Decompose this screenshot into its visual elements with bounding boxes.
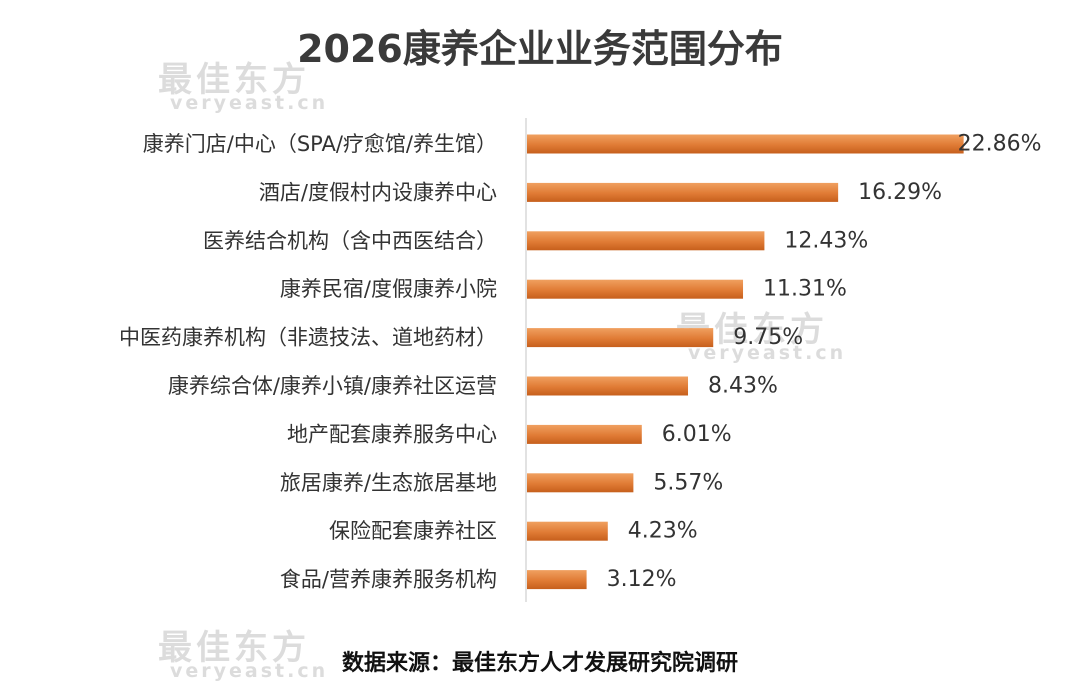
bar (527, 134, 964, 154)
bar (527, 328, 714, 348)
value-label: 6.01% (662, 422, 732, 447)
category-label: 地产配套康养服务中心 (287, 422, 497, 446)
watermark-logo-top: 最佳东方 (158, 60, 310, 100)
bar (527, 521, 608, 541)
data-source-note: 数据来源：最佳东方人才发展研究院调研 (342, 650, 738, 676)
category-label: 康养综合体/康养小镇/康养社区运营 (168, 374, 497, 398)
value-label: 12.43% (784, 228, 868, 253)
bar (527, 279, 744, 299)
category-label: 食品/营养康养服务机构 (280, 568, 497, 592)
watermark-url-middle: veryeast.cn (688, 342, 847, 364)
bar (527, 473, 634, 493)
value-label: 22.86% (958, 132, 1042, 157)
bar (527, 231, 765, 251)
watermark-url-top: veryeast.cn (170, 92, 329, 114)
bar (527, 182, 839, 202)
chart-title: 2026康养企业业务范围分布 (297, 27, 783, 71)
bar (527, 376, 689, 396)
value-label: 3.12% (607, 567, 677, 592)
category-label: 康养民宿/度假康养小院 (280, 277, 497, 301)
category-label: 中医药康养机构（非遗技法、道地药材） (119, 326, 497, 350)
bars-layer: 康养门店/中心（SPA/疗愈馆/养生馆） 22.86% 酒店/度假村内设康养中心 16… (119, 132, 1042, 593)
category-label: 医养结合机构（含中西医结合） (203, 229, 497, 253)
value-label: 8.43% (708, 374, 778, 399)
bar (527, 570, 587, 590)
category-label: 康养门店/中心（SPA/疗愈馆/养生馆） (143, 132, 497, 156)
category-label: 酒店/度假村内设康养中心 (259, 180, 497, 204)
watermark-url-bottom: veryeast.cn (170, 660, 329, 682)
value-label: 4.23% (628, 519, 698, 544)
category-label: 旅居康养/生态旅居基地 (280, 471, 497, 495)
value-label: 9.75% (733, 325, 803, 350)
value-label: 5.57% (653, 470, 723, 495)
bar (527, 424, 642, 444)
category-label: 保险配套康养社区 (329, 519, 497, 543)
value-label: 11.31% (763, 277, 847, 302)
value-label: 16.29% (858, 180, 942, 205)
watermark-logo-bottom: 最佳东方 (158, 628, 310, 668)
